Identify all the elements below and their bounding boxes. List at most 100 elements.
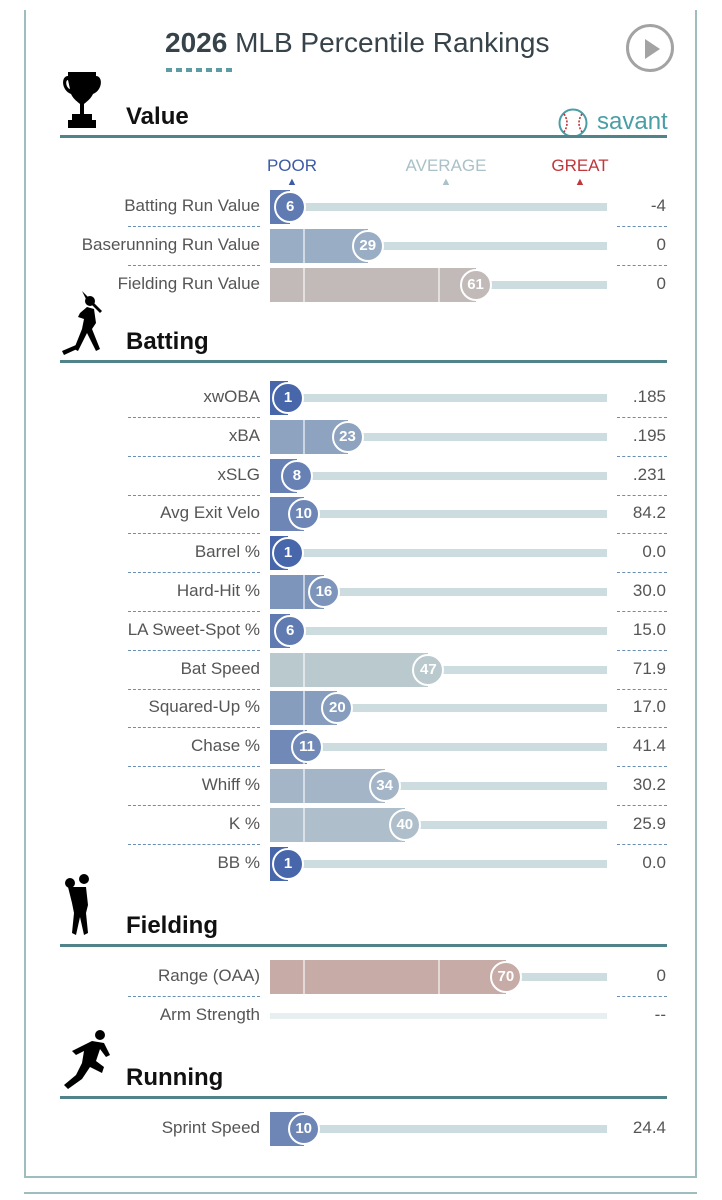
bar-track — [270, 394, 607, 402]
percentile-badge: 6 — [274, 191, 307, 223]
row-divider — [128, 649, 260, 651]
row-divider — [128, 533, 260, 535]
percentile-badge: 1 — [272, 537, 304, 570]
percentile-badge: 40 — [388, 808, 421, 841]
section-rule — [60, 135, 667, 138]
bar-tick — [437, 960, 440, 994]
bar-tick — [302, 267, 305, 302]
percentile-badge: 34 — [368, 770, 401, 802]
percentile-badge: 1 — [272, 847, 304, 880]
metric-label[interactable]: Range (OAA) — [157, 966, 260, 985]
row-divider — [617, 727, 667, 729]
metric-value: 30.0 — [632, 581, 666, 600]
metric-value: .185 — [632, 387, 666, 406]
play-button[interactable] — [626, 24, 674, 72]
row-divider — [128, 494, 260, 496]
metric-value: 17.0 — [632, 697, 666, 717]
row-divider — [617, 996, 667, 997]
row-divider — [128, 572, 260, 574]
metric-value: .195 — [632, 425, 666, 445]
metric-value: 24.4 — [632, 1118, 666, 1137]
section-rule — [60, 1096, 667, 1099]
metric-label[interactable]: Bat Speed — [180, 658, 260, 678]
row-divider — [128, 455, 260, 457]
baseball-icon — [558, 108, 588, 138]
metric-label[interactable]: Barrel % — [194, 542, 260, 562]
metric-label[interactable]: xBA — [228, 425, 260, 445]
card-frame — [24, 10, 697, 1178]
row-divider — [617, 805, 667, 806]
percentile-bar — [270, 228, 368, 263]
metric-label[interactable]: Chase % — [191, 736, 260, 756]
bar-tick — [302, 575, 305, 609]
metric-value: 71.9 — [632, 658, 666, 678]
row-divider — [617, 494, 667, 496]
row-divider — [128, 727, 260, 729]
bar-track — [270, 510, 607, 519]
metric-label[interactable]: Hard-Hit % — [176, 581, 260, 600]
metric-label[interactable]: Sprint Speed — [161, 1118, 260, 1137]
metric-value: 0 — [656, 234, 666, 254]
legend-great: GREAT ▲ — [551, 156, 609, 188]
metric-label[interactable]: Batting Run Value — [124, 196, 260, 215]
percentile-badge: 16 — [307, 576, 340, 608]
metric-label[interactable]: Whiff % — [201, 775, 260, 794]
row-divider — [128, 996, 260, 997]
section-header-running: Running — [60, 1030, 667, 1099]
bar-track — [270, 626, 607, 635]
bar-tick — [437, 267, 440, 302]
metric-value: 25.9 — [632, 813, 666, 833]
metric-label[interactable]: Avg Exit Velo — [160, 503, 260, 523]
bar-track — [270, 588, 607, 596]
row-divider — [128, 417, 260, 418]
bar-track — [270, 820, 607, 829]
metric-label[interactable]: Squared-Up % — [148, 697, 260, 717]
metric-label[interactable]: Baserunning Run Value — [81, 234, 260, 254]
legend-average: AVERAGE ▲ — [405, 156, 487, 188]
bar-tick — [302, 228, 305, 263]
metric-value: 0 — [656, 966, 666, 985]
section-header-fielding: Fielding — [60, 874, 667, 947]
bar-track — [270, 743, 607, 752]
section-title: Batting — [126, 328, 209, 355]
row-divider — [617, 417, 667, 418]
row-divider — [128, 766, 260, 768]
row-divider — [617, 649, 667, 651]
bar-track — [270, 1125, 607, 1133]
row-divider — [128, 843, 260, 845]
metric-label[interactable]: BB % — [217, 852, 260, 872]
percentile-badge: 10 — [287, 1113, 320, 1145]
bar-track — [270, 782, 607, 790]
page-title: 2026 MLB Percentile Rankings — [165, 27, 550, 58]
metric-label[interactable]: LA Sweet-Spot % — [127, 619, 260, 639]
bar-track — [270, 859, 607, 868]
row-divider — [617, 843, 667, 845]
percentile-bar — [270, 960, 506, 994]
percentile-badge: 29 — [351, 229, 384, 262]
percentile-bar — [270, 267, 476, 302]
bar-tick — [302, 807, 305, 842]
fielder-icon — [60, 873, 96, 944]
metric-label[interactable]: Fielding Run Value — [117, 273, 260, 293]
row-divider — [617, 226, 667, 227]
section-header-value: Value — [60, 72, 667, 138]
percentile-badge: 11 — [291, 731, 324, 764]
metric-value: 0.0 — [642, 542, 666, 562]
percentile-badge: 20 — [321, 692, 354, 725]
row-divider — [617, 455, 667, 457]
bar-tick — [302, 691, 305, 726]
percentile-badge: 1 — [272, 382, 304, 414]
trophy-icon — [60, 70, 104, 135]
metric-value: 0 — [656, 273, 666, 293]
metric-label[interactable]: xSLG — [217, 464, 260, 484]
percentile-bar — [270, 769, 385, 803]
bar-track — [270, 203, 607, 211]
bar-track — [270, 1012, 607, 1019]
percentile-badge: 61 — [459, 268, 492, 301]
metric-value: 30.2 — [632, 775, 666, 794]
metric-label[interactable]: K % — [228, 813, 260, 833]
metric-label[interactable]: xwOBA — [203, 387, 260, 406]
percentile-badge: 8 — [280, 459, 313, 492]
metric-label[interactable]: Arm Strength — [159, 1004, 260, 1024]
title-underline — [166, 68, 232, 72]
